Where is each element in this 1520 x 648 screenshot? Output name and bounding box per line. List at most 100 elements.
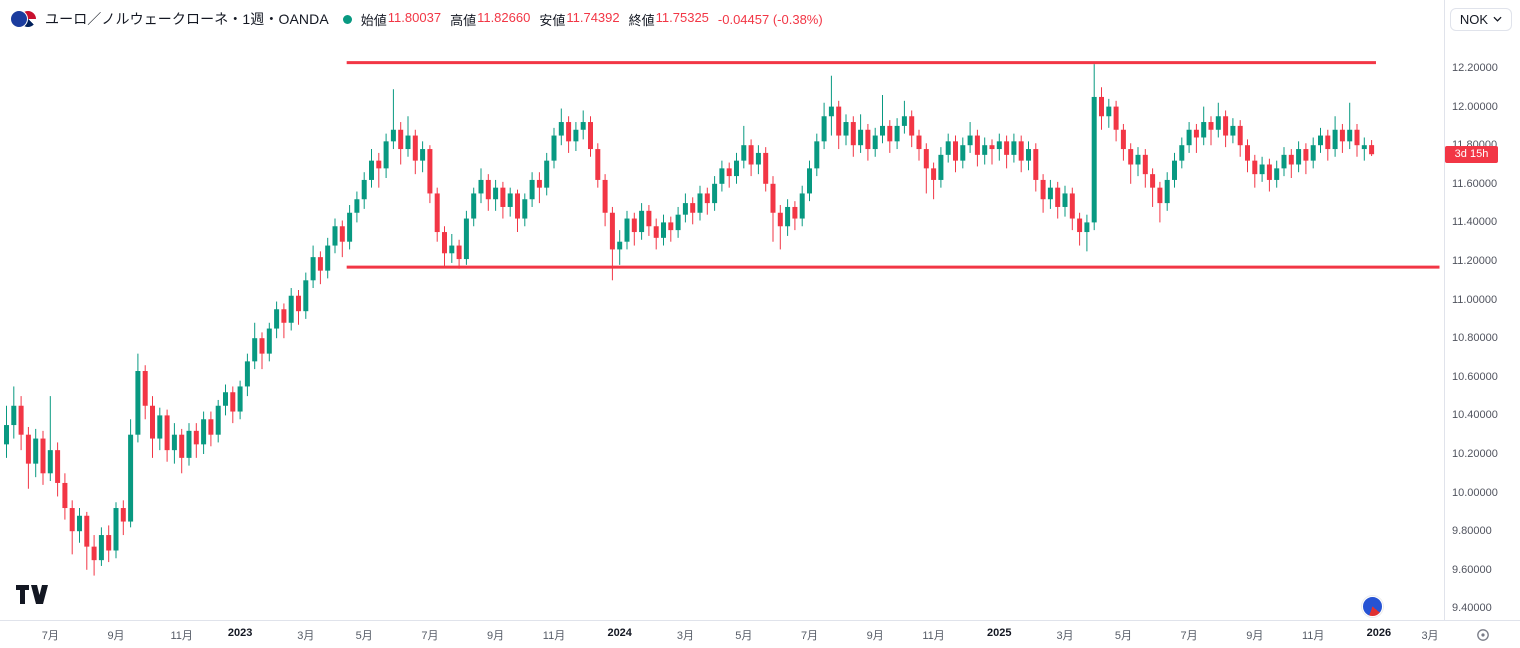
currency-label: NOK [1459,11,1488,27]
candle [405,116,411,157]
candle [1047,179,1053,209]
candle [836,100,842,150]
candle [237,380,243,420]
candle [668,216,674,242]
candlestick-plot [4,61,1440,576]
time-axis-year-label: 2024 [607,627,632,639]
candle [974,129,980,167]
candle [412,129,418,175]
time-axis-month-label: 9月 [1246,630,1264,642]
candle [1077,212,1083,246]
candle [1106,98,1112,128]
candle [1040,174,1046,213]
candle [1011,133,1017,163]
candle [850,116,856,157]
currency-selector[interactable]: NOK [1449,7,1512,31]
candle [639,203,645,240]
candle [1259,156,1265,182]
price-axis[interactable]: 12.20000 12.00000 11.80000 11.60000 11.40000… [1444,0,1520,620]
candle [40,430,46,485]
candle [858,114,864,153]
candle [120,500,126,536]
candle [471,187,477,227]
candle [179,428,185,474]
time-axis-month-label: 11月 [170,630,193,642]
market-status-dot [342,14,352,24]
candle [1157,181,1163,223]
candle [814,133,820,177]
candle [1069,187,1075,231]
candle [712,176,718,211]
candle [785,199,791,236]
candle [1339,123,1345,153]
price-axis-label: 12.00000 [1452,100,1498,113]
candle [1026,141,1031,171]
change-value: -0.04457 (-0.38%) [717,11,823,27]
candle [244,353,250,397]
candle [259,332,265,370]
candle [1318,127,1323,153]
price-axis-label: 10.40000 [1452,409,1498,422]
candle [1201,106,1207,146]
candle [624,210,630,250]
symbol-title[interactable]: ユーロ／ノルウェークローネ・1週・OANDA [45,11,329,27]
price-axis-label: 10.80000 [1452,332,1498,345]
candle [303,272,309,319]
candle [1281,147,1287,177]
tradingview-logo[interactable] [16,585,52,605]
close-value: 11.75325 [655,9,709,25]
time-axis-month-label: 11月 [542,630,566,642]
candle [420,141,426,173]
candle [493,179,499,211]
candle [894,118,900,150]
candle [25,426,31,489]
candle [938,147,944,188]
candle [588,116,593,157]
candle [1113,100,1119,142]
candle [1091,64,1097,231]
countdown-badge: 3d 15h [1445,146,1498,164]
candle [697,185,703,221]
candle [617,230,623,265]
candle [996,133,1002,161]
candle [11,386,17,439]
candle [872,127,878,157]
time-axis[interactable]: 7月 9月 11月 2023 3月 5月 7月 9月 11月 2024 3月 5月 7月 9月 11月 202… [0,620,1520,648]
candle [91,535,97,576]
candle [361,172,367,209]
candle [821,102,827,150]
candle [704,187,710,215]
candle [1084,214,1090,252]
candle [201,411,207,454]
price-axis-label: 9.60000 [1452,563,1492,576]
candle [1135,147,1141,177]
axis-settings-icon[interactable] [1476,628,1490,642]
high-label: 高値 [450,12,477,28]
candle [1223,110,1229,148]
candle [945,133,951,163]
time-axis-year-label: 2025 [987,627,1012,639]
candle [1055,181,1061,219]
time-axis-month-label: 5月 [1114,630,1132,642]
candle [770,176,776,242]
price-axis-label: 11.60000 [1452,177,1498,190]
candle [252,322,258,370]
candle [1172,152,1177,188]
candle [967,122,973,153]
candle [390,89,396,150]
candle [128,419,134,528]
candle [274,301,280,339]
chart-canvas[interactable] [0,0,1444,620]
time-axis-month-label: 7月 [800,630,819,642]
candle [1142,149,1148,188]
time-axis-month-label: 3月 [297,630,315,642]
candle [325,237,331,279]
candle [916,129,922,161]
candle [332,218,338,254]
candle [223,384,228,416]
candle [507,187,513,217]
time-axis-month-label: 7月 [1180,630,1198,642]
candle [777,205,783,250]
candle [208,411,214,447]
candle [690,197,696,225]
